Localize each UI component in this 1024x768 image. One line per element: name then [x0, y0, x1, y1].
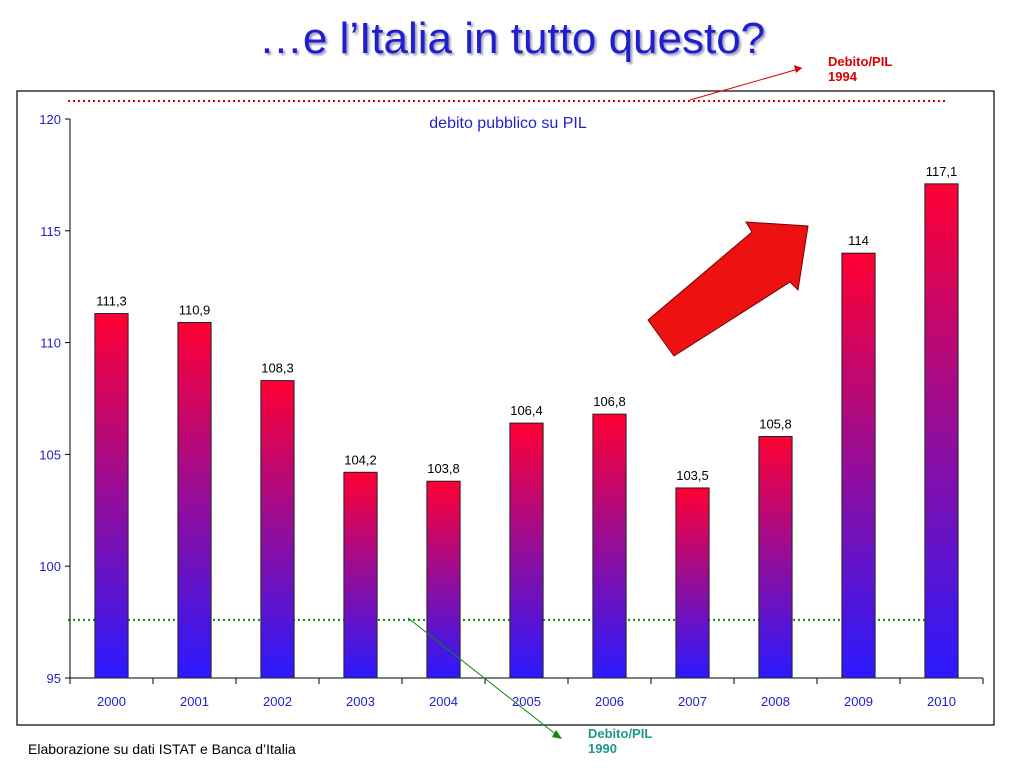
data-label: 117,1 — [926, 164, 958, 179]
annotation-1994-label: Debito/PIL — [828, 54, 893, 69]
x-tick-label: 2007 — [678, 694, 707, 709]
data-label: 110,9 — [179, 302, 211, 317]
bar — [509, 422, 544, 679]
bar — [343, 471, 378, 679]
y-tick-label: 95 — [47, 671, 61, 686]
bar — [177, 321, 212, 679]
x-tick-label: 2006 — [595, 694, 624, 709]
x-tick-label: 2009 — [844, 694, 873, 709]
bar — [924, 183, 959, 679]
annotation-1990-year: 1990 — [588, 741, 617, 756]
chart-title: debito pubblico su PIL — [429, 115, 587, 132]
annotation-1994-year: 1994 — [828, 69, 857, 84]
data-label: 108,3 — [261, 361, 294, 376]
annotation-1994: Debito/PIL 1994 — [828, 54, 892, 84]
callout-1990-arrowhead-icon — [552, 730, 562, 739]
data-label: 104,2 — [344, 452, 377, 467]
bar — [260, 380, 295, 679]
x-tick-label: 2002 — [263, 694, 292, 709]
bar — [758, 436, 793, 679]
callout-1994-line — [689, 67, 803, 101]
x-tick-label: 2004 — [429, 694, 458, 709]
data-label: 106,4 — [510, 403, 543, 418]
bar — [841, 252, 876, 679]
bar — [94, 313, 129, 679]
x-tick-label: 2000 — [97, 694, 126, 709]
data-label: 111,3 — [96, 294, 127, 309]
y-tick-label: 100 — [39, 559, 61, 574]
data-label: 103,5 — [676, 468, 709, 483]
data-label: 103,8 — [427, 461, 460, 476]
annotation-1990-label: Debito/PIL — [588, 726, 653, 741]
big-red-arrow-icon — [647, 221, 809, 357]
y-tick-label: 110 — [40, 336, 61, 351]
callout-1994-arrowhead-icon — [794, 65, 802, 73]
annotation-1990: Debito/PIL 1990 — [588, 726, 652, 756]
data-label: 114 — [848, 233, 869, 248]
x-tick-label: 2003 — [346, 694, 375, 709]
x-tick-label: 2010 — [927, 694, 956, 709]
callout-1990-line — [407, 617, 559, 737]
x-tick-label: 2005 — [512, 694, 541, 709]
bar — [592, 413, 627, 679]
y-tick-label: 120 — [39, 112, 61, 127]
data-label: 106,8 — [593, 394, 626, 409]
x-tick-label: 2008 — [761, 694, 790, 709]
data-label: 105,8 — [759, 417, 792, 432]
bar — [675, 487, 710, 679]
y-tick-label: 115 — [40, 224, 61, 239]
bar — [426, 480, 461, 679]
source-note: Elaborazione su dati ISTAT e Banca d’Ita… — [28, 741, 296, 757]
x-tick-label: 2001 — [180, 694, 209, 709]
y-tick-label: 105 — [39, 447, 61, 462]
slide-title: …e l’Italia in tutto questo? — [258, 14, 766, 63]
